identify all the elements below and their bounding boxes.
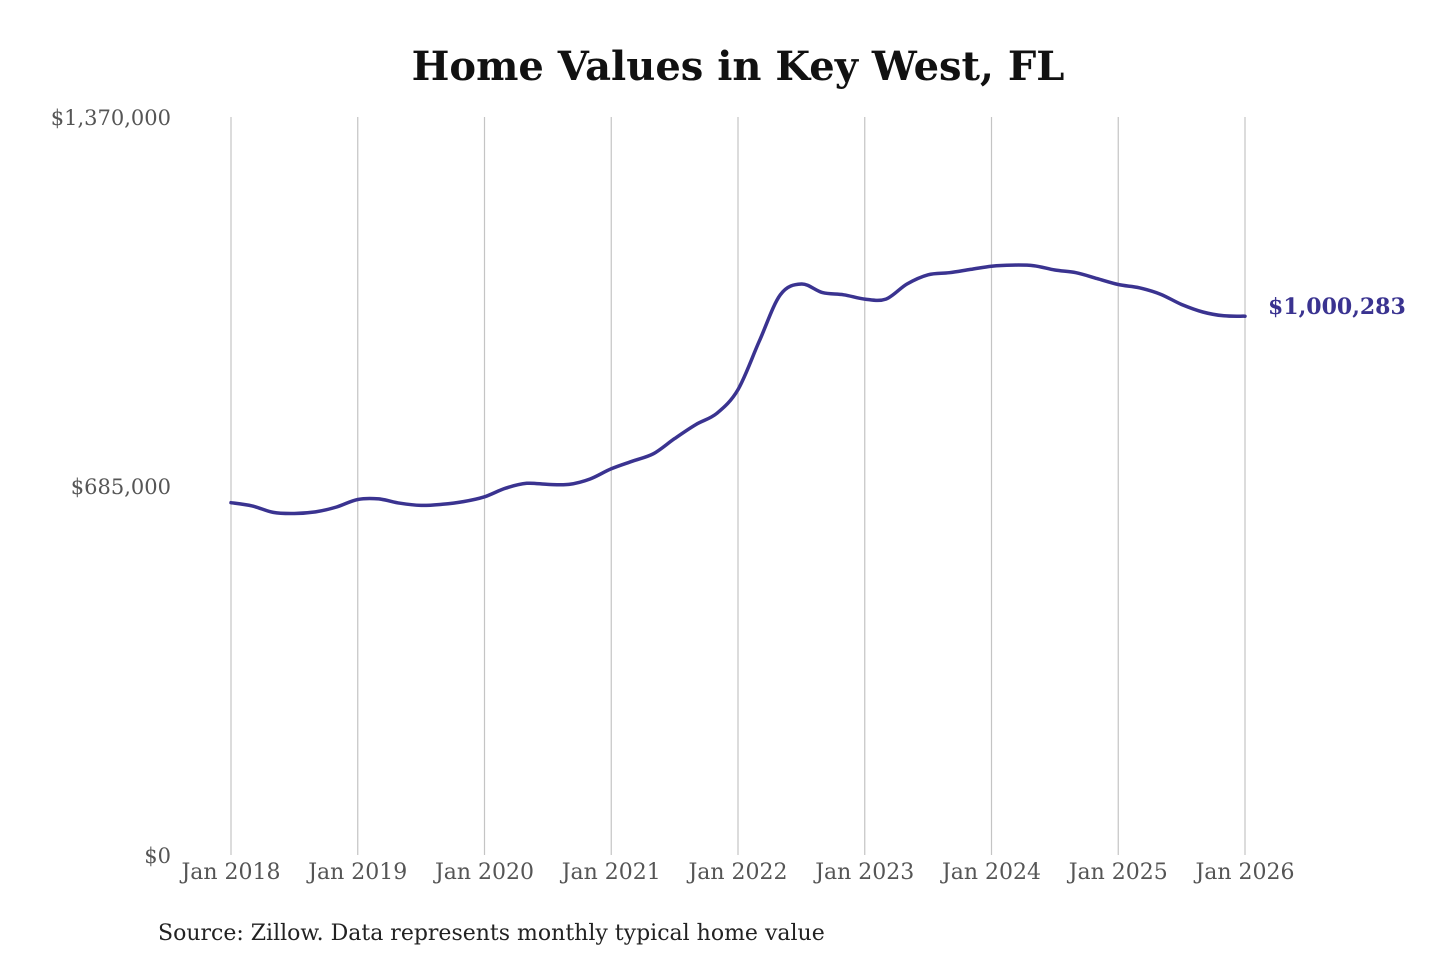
x-tick-label: Jan 2018 bbox=[179, 860, 280, 885]
grid-lines bbox=[230, 117, 1246, 855]
series-line-0 bbox=[229, 263, 1247, 516]
chart-title: Home Values in Key West, FL bbox=[412, 43, 1065, 90]
x-axis-ticks: Jan 2018 Jan 2019 Jan 2020 Jan 2021 Jan 2022… bbox=[179, 860, 1294, 885]
x-tick-label: Jan 2019 bbox=[306, 860, 407, 885]
x-tick-label: Jan 2021 bbox=[560, 860, 661, 885]
x-tick-label: Jan 2023 bbox=[813, 860, 914, 885]
x-tick-label: Jan 2025 bbox=[1067, 860, 1168, 885]
x-tick-label: Jan 2026 bbox=[1193, 860, 1294, 885]
y-axis-ticks: $0 $685,000 $1,370,000 bbox=[51, 106, 171, 868]
source-note: Source: Zillow. Data represents monthly … bbox=[158, 921, 825, 946]
x-tick-label: Jan 2020 bbox=[433, 860, 534, 885]
y-tick-label: $1,370,000 bbox=[51, 106, 171, 130]
x-tick-label: Jan 2022 bbox=[686, 860, 787, 885]
series-layer bbox=[229, 263, 1247, 516]
y-tick-label: $685,000 bbox=[71, 475, 171, 499]
x-tick-label: Jan 2024 bbox=[940, 860, 1041, 885]
end-value-label: $1,000,283 bbox=[1268, 294, 1406, 320]
y-tick-label: $0 bbox=[144, 844, 171, 868]
